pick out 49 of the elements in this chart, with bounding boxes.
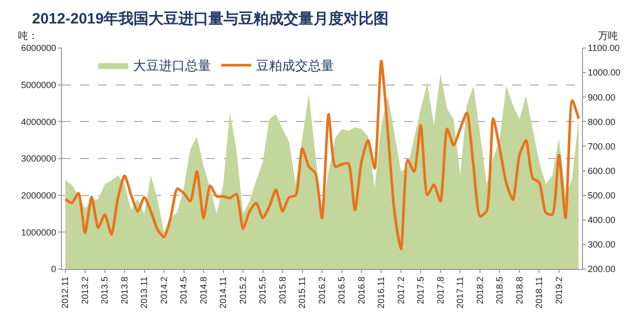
y-tick-label: 3000000 xyxy=(21,154,56,164)
y2-axis-title: 万吨 xyxy=(598,30,618,42)
y2-tick-label: 500.00 xyxy=(588,190,616,200)
x-tick-label: 2016.5 xyxy=(336,276,347,304)
y2-tick-label: 200.00 xyxy=(588,264,616,274)
x-tick-label: 2017.8 xyxy=(435,276,446,304)
y-tick-label: 4000000 xyxy=(21,116,56,127)
x-tick-label: 2013.8 xyxy=(119,276,130,304)
x-tick-label: 2017.11 xyxy=(455,276,466,308)
x-tick-label: 2016.2 xyxy=(316,276,327,304)
y2-tick-label: 600.00 xyxy=(588,166,616,176)
x-tick-label: 2018.5 xyxy=(494,276,505,304)
x-tick-label: 2013.5 xyxy=(100,276,110,304)
x-tick-label: 2018.11 xyxy=(534,276,544,308)
y-tick-label: 2000000 xyxy=(21,190,56,200)
y2-tick-label: 300.00 xyxy=(588,240,616,250)
x-tick-label: 2012.11 xyxy=(60,276,70,308)
x-tick-label: 2016.11 xyxy=(376,276,386,308)
x-tick-label: 2015.11 xyxy=(297,276,308,308)
x-tick-label: 2013.2 xyxy=(80,276,90,304)
x-tick-label: 2014.5 xyxy=(178,276,189,304)
y-axis-title: 吨： xyxy=(18,30,38,42)
x-tick-label: 2014.2 xyxy=(158,276,169,304)
x-tick-label: 2017.2 xyxy=(396,276,406,304)
x-tick-label: 2015.2 xyxy=(238,276,248,304)
y2-tick-label: 900.00 xyxy=(588,92,616,102)
legend-label: 大豆进口总量 xyxy=(133,58,212,74)
x-tick-label: 2019.2 xyxy=(554,276,564,304)
x-tick-label: 2014.8 xyxy=(198,276,208,304)
y-tick-label: 0 xyxy=(51,264,56,274)
y-tick-label: 1000000 xyxy=(21,227,56,238)
y-tick-label: 5000000 xyxy=(21,80,56,90)
line-series xyxy=(64,60,580,250)
chart-title: 2012-2019年我国大豆进口量与豆粕成交量月度对比图 xyxy=(32,10,389,28)
x-tick-label: 2014.11 xyxy=(218,276,228,308)
legend-label: 豆粕成交总量 xyxy=(256,58,334,74)
y2-tick-label: 1000.00 xyxy=(588,68,620,78)
x-tick-label: 2015.8 xyxy=(277,276,288,304)
x-tick-label: 2018.2 xyxy=(474,276,485,304)
y2-tick-label: 400.00 xyxy=(588,215,616,226)
x-tick-label: 2018.8 xyxy=(514,276,524,304)
y2-tick-label: 800.00 xyxy=(588,116,616,127)
y-tick-label: 6000000 xyxy=(21,43,56,54)
y2-tick-label: 1100.00 xyxy=(588,43,620,54)
x-tick-label: 2015.5 xyxy=(258,276,268,304)
x-tick-label: 2013.11 xyxy=(139,276,150,308)
x-tick-label: 2017.5 xyxy=(416,276,426,304)
y2-tick-label: 700.00 xyxy=(588,141,616,152)
x-tick-label: 2016.8 xyxy=(356,276,366,304)
